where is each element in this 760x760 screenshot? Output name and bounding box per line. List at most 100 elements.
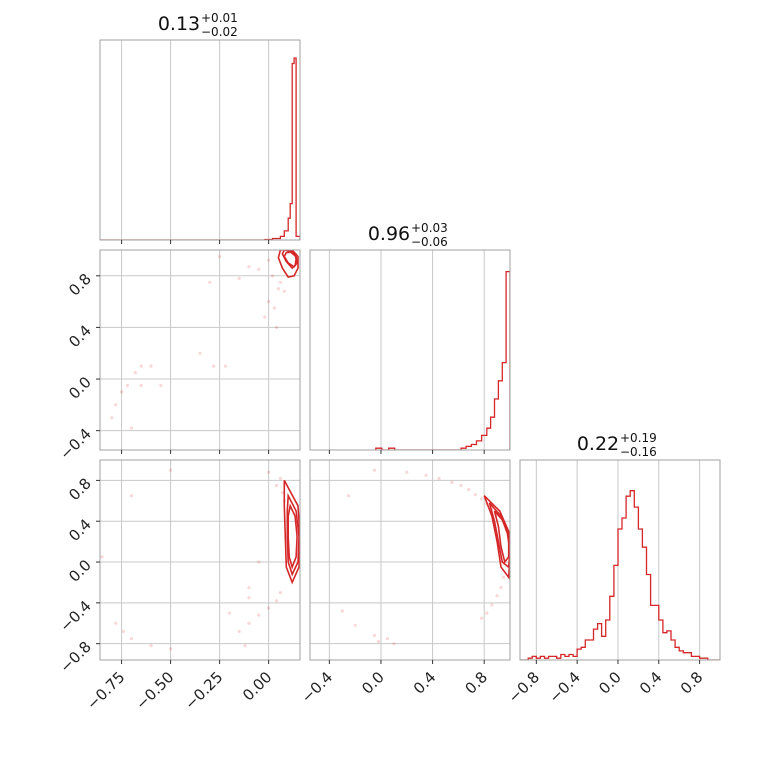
scatter-point <box>267 470 271 474</box>
scatter-point <box>237 276 241 280</box>
x-tick-label: 0.00 <box>239 668 275 704</box>
scatter-point <box>274 599 279 603</box>
scatter-point <box>198 351 202 355</box>
scatter-point <box>353 623 357 627</box>
x-tick-label: 0.8 <box>461 668 491 698</box>
scatter-point <box>490 603 494 607</box>
scatter-point <box>278 476 282 480</box>
scatter-point <box>495 594 499 598</box>
x-tick-label: −0.4 <box>298 668 336 706</box>
scatter-point <box>501 575 506 579</box>
scatter-point <box>243 644 247 648</box>
panel-r2-c1: −0.4 0.0 0.4 0.8 <box>298 459 511 707</box>
scatter-point <box>480 616 484 620</box>
panel-r2-c2: −0.8 −0.4 0.0 0.4 0.8 <box>505 459 721 707</box>
x-tick-label: 0.0 <box>358 668 388 698</box>
scatter-point <box>385 637 389 641</box>
scatter-point <box>274 325 279 329</box>
scatter-point <box>424 473 428 477</box>
scatter-point <box>247 621 251 625</box>
x-tick-label: 0.4 <box>410 668 440 698</box>
scatter-point <box>372 468 377 472</box>
scatter-point <box>159 383 163 388</box>
scatter-point <box>485 611 489 615</box>
contour-line <box>483 495 510 580</box>
scatter-point <box>120 390 124 394</box>
scatter-point <box>405 470 409 474</box>
histogram-step-line <box>520 490 720 660</box>
scatter-point <box>133 371 137 375</box>
x-tick-label: −0.8 <box>505 668 543 706</box>
title-2-minus: −0.06 <box>411 235 448 249</box>
scatter-point <box>247 586 251 590</box>
x-tick-label: −0.4 <box>545 668 583 706</box>
title-1-median: 0.13 <box>158 13 200 35</box>
scatter-point <box>212 364 216 368</box>
scatter-point <box>100 555 104 559</box>
scatter-point <box>114 621 118 625</box>
title-1-plus: +0.01 <box>201 11 238 25</box>
y-tick-label: 0.0 <box>65 373 95 403</box>
scatter-point <box>278 280 282 284</box>
contour-line <box>277 250 299 279</box>
panel-frame <box>99 249 301 451</box>
scatter-point <box>274 483 279 488</box>
contour-line <box>287 503 298 570</box>
scatter-point <box>237 629 241 634</box>
scatter-point <box>110 416 114 420</box>
scatter-point <box>129 426 133 430</box>
contour-line <box>286 492 300 577</box>
y-tick-label: −0.8 <box>56 638 94 676</box>
scatter-point <box>347 494 351 498</box>
panel-frame <box>99 39 301 241</box>
panel-plot-area <box>100 57 300 240</box>
scatter-point <box>267 258 271 262</box>
scatter-point <box>372 633 377 638</box>
scatter-point <box>139 383 143 388</box>
scatter-point <box>114 403 118 407</box>
scatter-point <box>267 300 271 304</box>
scatter-point <box>267 606 271 610</box>
scatter-point <box>121 629 126 634</box>
x-tick-label: 0.4 <box>636 668 666 698</box>
title-1-minus: −0.02 <box>201 25 238 39</box>
scatter-point <box>247 265 251 269</box>
scatter-point <box>263 315 267 319</box>
scatter-point <box>208 280 212 284</box>
scatter-point <box>257 613 261 617</box>
y-tick-label: 0.8 <box>65 475 95 505</box>
panel-r1-c1 <box>309 249 511 454</box>
scatter-point <box>340 609 344 613</box>
scatter-point <box>149 364 153 368</box>
scatter-point <box>467 488 471 492</box>
scatter-point <box>282 289 286 293</box>
scatter-point <box>218 254 222 259</box>
scatter-point <box>450 480 454 484</box>
scatter-point <box>227 611 231 615</box>
scatter-point <box>270 274 275 278</box>
x-tick-label: −0.75 <box>83 668 128 713</box>
panel-plot-area <box>110 250 299 430</box>
title-3-median: 0.22 <box>577 433 619 455</box>
scatter-point <box>247 596 251 600</box>
scatter-point <box>129 494 133 498</box>
scatter-point <box>276 287 280 291</box>
title-param-1: 0.13 +0.01 −0.02 <box>158 11 238 39</box>
y-tick-label: 0.4 <box>65 515 95 545</box>
scatter-point <box>169 468 173 472</box>
title-2-median: 0.96 <box>368 223 410 245</box>
scatter-point <box>272 306 277 310</box>
scatter-point <box>280 491 284 495</box>
y-tick-label: −0.4 <box>56 425 94 463</box>
panel-frame <box>309 249 511 451</box>
panel-r1-c0: −0.4 0.0 0.4 0.8 <box>56 249 301 463</box>
y-tick-label: 0.4 <box>65 322 95 352</box>
scatter-point <box>473 493 477 497</box>
scatter-point <box>257 560 261 564</box>
x-tick-label: −0.50 <box>132 668 177 713</box>
title-3-plus: +0.19 <box>620 431 657 445</box>
scatter-point <box>139 364 143 368</box>
scatter-point <box>480 497 484 501</box>
panel-frame <box>99 459 301 661</box>
